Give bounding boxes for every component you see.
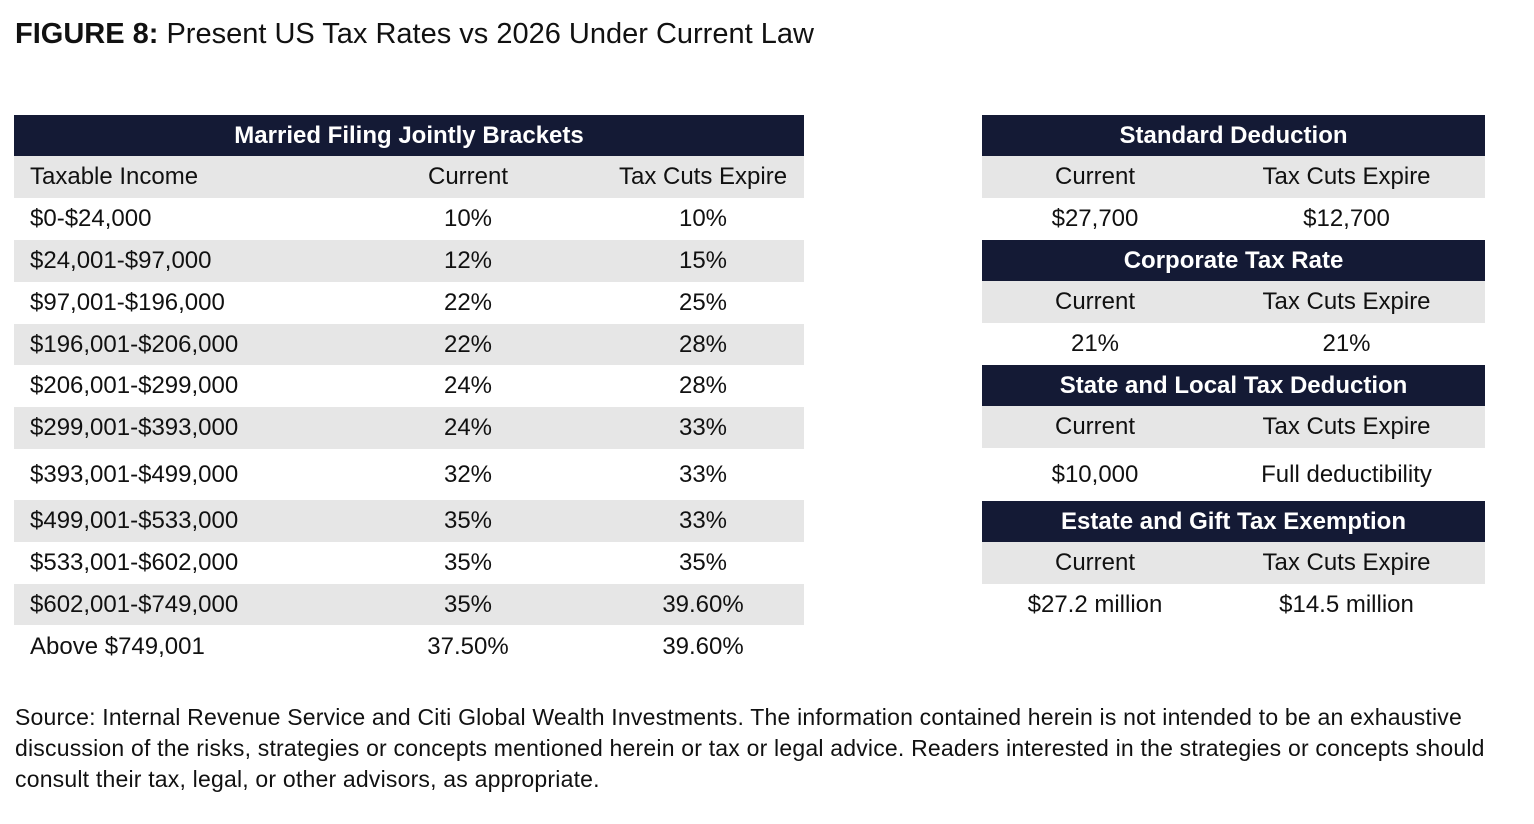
table-row: $97,001-$196,000 22% 25% <box>14 282 804 324</box>
income-range: $196,001-$206,000 <box>14 324 334 365</box>
income-range: $206,001-$299,000 <box>30 372 239 399</box>
column-header-taxable-income: Taxable Income <box>14 156 334 198</box>
deductions-table: Standard Deduction Current Tax Cuts Expi… <box>982 115 1486 626</box>
column-header-current: Current <box>982 406 1208 448</box>
current-rate: 10% <box>443 205 493 232</box>
column-header-tax-cuts-expire: Tax Cuts Expire <box>1208 156 1486 198</box>
current-rate: 22% <box>443 289 493 316</box>
brackets-heading: Married Filing Jointly Brackets <box>14 115 805 156</box>
section-heading-salt-deduction: State and Local Tax Deduction <box>982 365 1486 406</box>
current-rate: 12% <box>334 240 602 282</box>
table-row: $299,001-$393,000 24% 33% <box>14 407 805 449</box>
current-rate: 35% <box>334 584 602 625</box>
income-range: $0-$24,000 <box>30 205 152 232</box>
table-row: $393,001-$499,000 32% 33% <box>14 449 804 500</box>
table-row: $499,001-$533,000 35% 33% <box>14 500 805 542</box>
column-header-current: Current <box>334 156 602 198</box>
section-heading-estate-gift-exemption: Estate and Gift Tax Exemption <box>982 501 1486 542</box>
table-row: $196,001-$206,000 22% 28% <box>14 324 805 365</box>
expire-rate: 15% <box>602 240 805 282</box>
column-header-tax-cuts-expire: Tax Cuts Expire <box>1208 542 1486 584</box>
current-rate: 24% <box>443 372 493 399</box>
table-row: $602,001-$749,000 35% 39.60% <box>14 584 805 625</box>
column-header-current: Current <box>982 542 1208 584</box>
table-row: Above $749,001 37.50% 39.60% <box>14 625 804 669</box>
table-row: $24,001-$97,000 12% 15% <box>14 240 805 282</box>
standard-deduction-current: $27,700 <box>1051 205 1139 232</box>
expire-rate: 33% <box>602 407 805 449</box>
salt-deduction-expire: Full deductibility <box>1261 460 1432 488</box>
source-note: Source: Internal Revenue Service and Cit… <box>15 704 1485 792</box>
expire-rate: 28% <box>602 324 805 365</box>
current-rate: 24% <box>334 407 602 449</box>
expire-rate: 39.60% <box>662 633 744 660</box>
estate-exemption-current: $27.2 million <box>1027 591 1163 618</box>
income-range: $499,001-$533,000 <box>14 500 334 542</box>
table-row: $0-$24,000 10% 10% <box>14 198 804 240</box>
figure-title: FIGURE 8: Present US Tax Rates vs 2026 U… <box>15 16 814 52</box>
figure-label: FIGURE 8: <box>15 18 159 50</box>
expire-rate: 33% <box>602 500 805 542</box>
current-rate: 35% <box>334 500 602 542</box>
expire-rate: 35% <box>678 549 728 576</box>
current-rate: 35% <box>443 549 493 576</box>
column-header-tax-cuts-expire: Tax Cuts Expire <box>1208 281 1486 323</box>
brackets-table: Married Filing Jointly Brackets Taxable … <box>14 115 805 669</box>
corporate-rate-current: 21% <box>1070 330 1120 357</box>
expire-rate: 25% <box>678 289 728 316</box>
table-row: $27,700 $12,700 <box>982 198 1485 240</box>
figure-title-text: Present US Tax Rates vs 2026 Under Curre… <box>166 18 814 50</box>
income-range: Above $749,001 <box>30 633 205 660</box>
income-range: $393,001-$499,000 <box>30 460 239 488</box>
section-heading-corporate-tax-rate: Corporate Tax Rate <box>982 240 1486 281</box>
table-row: 21% 21% <box>982 323 1485 365</box>
current-rate: 37.50% <box>427 633 509 660</box>
standard-deduction-expire: $12,700 <box>1303 205 1390 232</box>
section-heading-standard-deduction: Standard Deduction <box>982 115 1486 156</box>
income-range: $299,001-$393,000 <box>14 407 334 449</box>
table-row: $206,001-$299,000 24% 28% <box>14 365 804 407</box>
income-range: $24,001-$97,000 <box>14 240 334 282</box>
corporate-rate-expire: 21% <box>1322 330 1371 357</box>
column-header-current: Current <box>982 281 1208 323</box>
expire-rate: 28% <box>678 372 728 399</box>
expire-rate: 10% <box>678 205 728 232</box>
current-rate: 32% <box>443 460 493 488</box>
table-row: $533,001-$602,000 35% 35% <box>14 542 804 584</box>
table-row: $27.2 million $14.5 million <box>982 584 1485 626</box>
column-header-tax-cuts-expire: Tax Cuts Expire <box>602 156 805 198</box>
expire-rate: 39.60% <box>602 584 805 625</box>
salt-deduction-current: $10,000 <box>1051 460 1139 488</box>
expire-rate: 33% <box>678 460 728 488</box>
income-range: $533,001-$602,000 <box>30 549 239 576</box>
table-row: $10,000 Full deductibility <box>982 448 1485 501</box>
income-range: $602,001-$749,000 <box>14 584 334 625</box>
estate-exemption-expire: $14.5 million <box>1279 591 1414 618</box>
column-header-current: Current <box>982 156 1208 198</box>
column-header-tax-cuts-expire: Tax Cuts Expire <box>1208 406 1486 448</box>
current-rate: 22% <box>334 324 602 365</box>
income-range: $97,001-$196,000 <box>30 289 225 316</box>
